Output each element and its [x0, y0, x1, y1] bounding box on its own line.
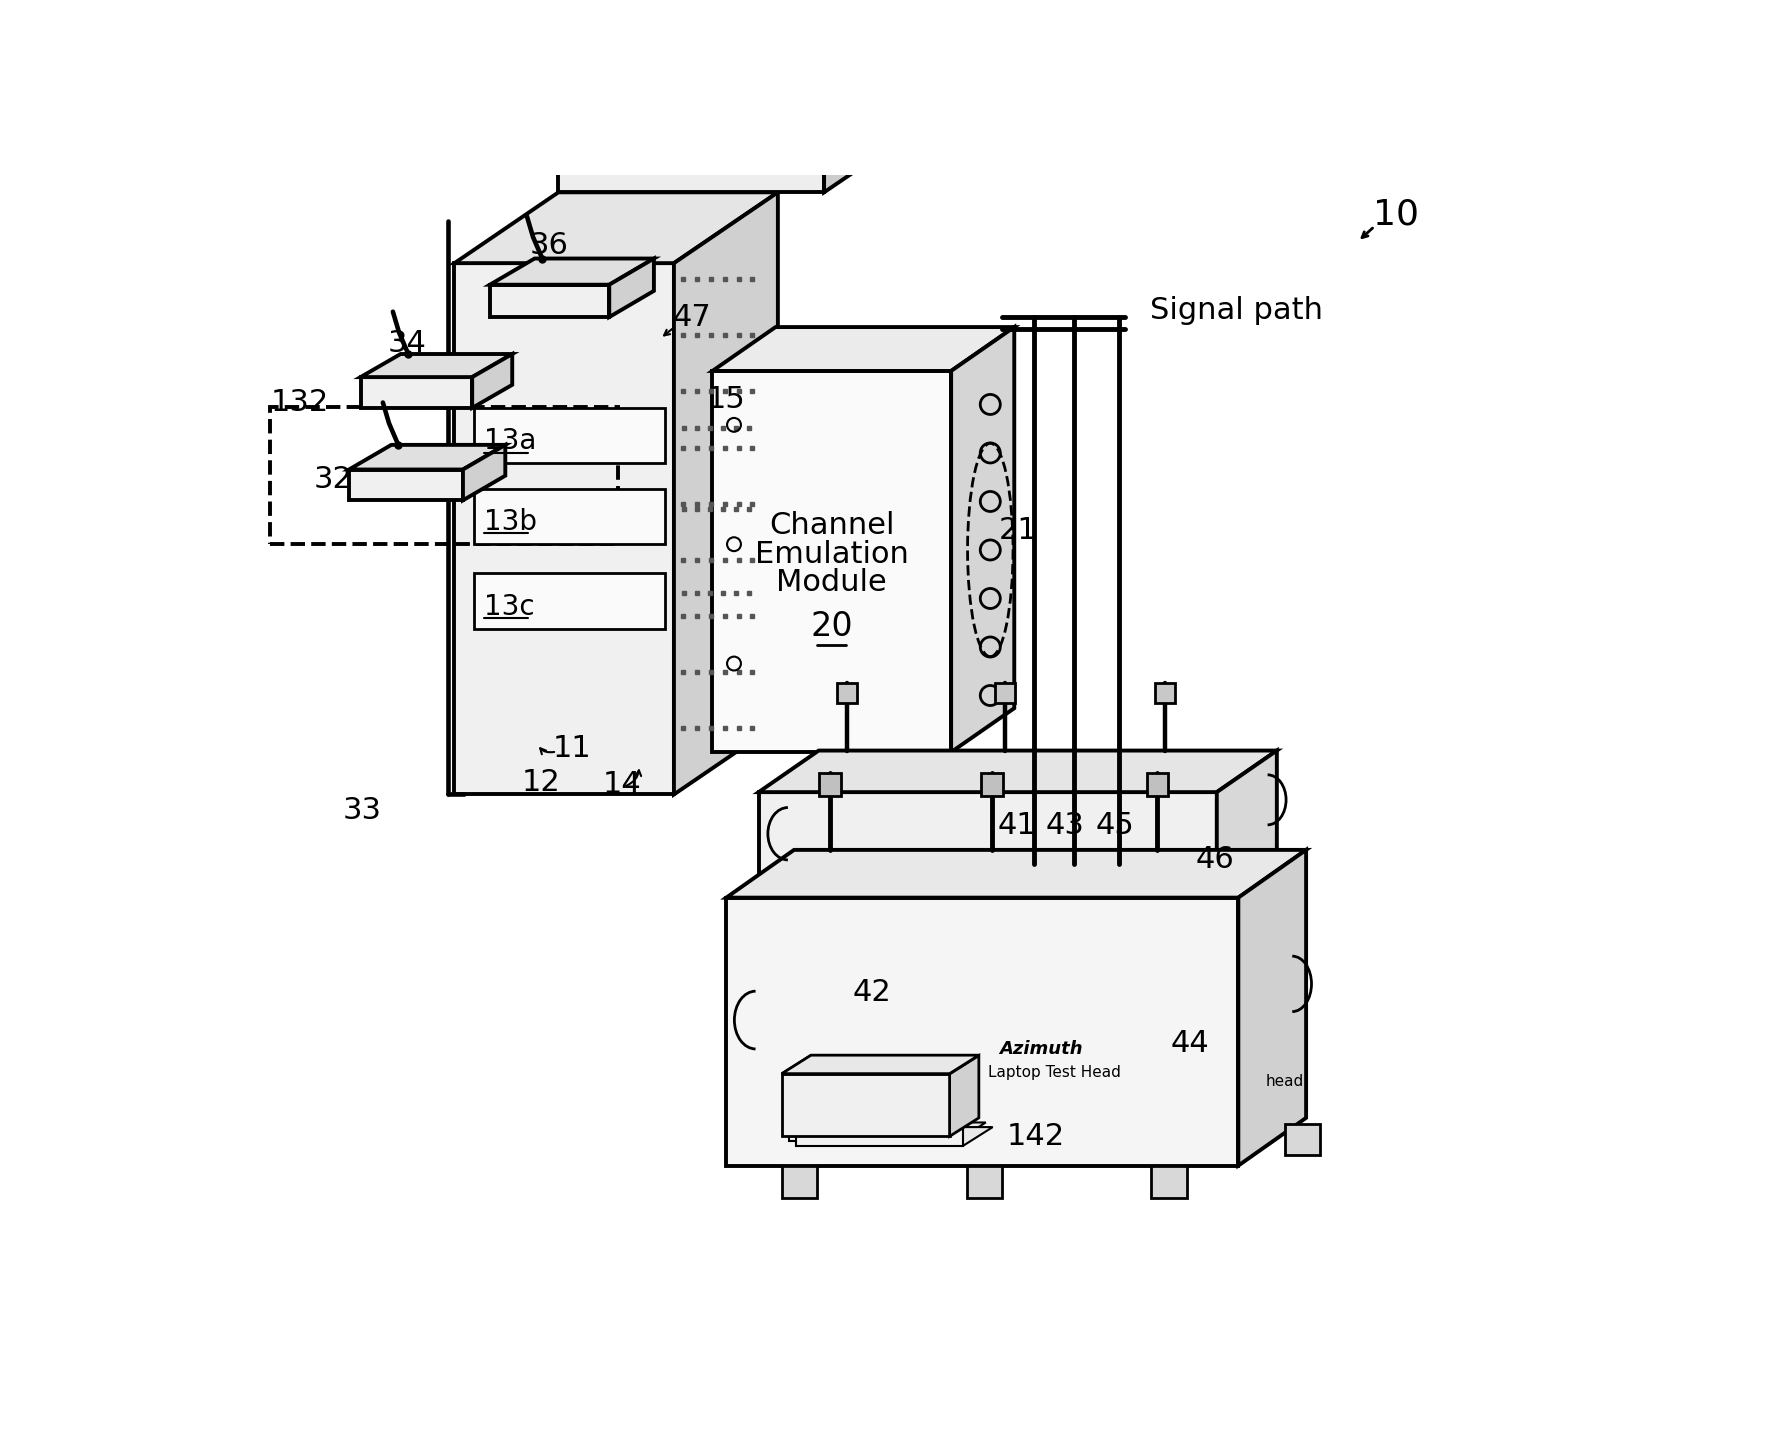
Text: 43: 43 [1044, 812, 1083, 841]
Text: 47: 47 [672, 303, 711, 332]
Polygon shape [454, 192, 777, 263]
Polygon shape [463, 445, 504, 501]
Polygon shape [490, 285, 609, 317]
Polygon shape [950, 1055, 978, 1136]
Polygon shape [980, 773, 1001, 796]
Text: 41: 41 [996, 812, 1035, 841]
Polygon shape [1238, 850, 1306, 1165]
Text: 14: 14 [602, 770, 642, 799]
Polygon shape [994, 682, 1014, 703]
Polygon shape [966, 1165, 1001, 1197]
Text: Signal path: Signal path [1149, 295, 1322, 324]
Polygon shape [781, 1165, 816, 1197]
Polygon shape [781, 1074, 950, 1136]
Text: 36: 36 [529, 231, 568, 260]
Polygon shape [674, 192, 777, 794]
Polygon shape [781, 1055, 978, 1074]
Text: 15: 15 [706, 386, 745, 413]
Polygon shape [1283, 1125, 1319, 1155]
Polygon shape [1151, 1165, 1187, 1197]
Text: 21: 21 [998, 517, 1037, 544]
Polygon shape [713, 327, 1014, 371]
Text: 13a: 13a [483, 428, 536, 455]
Text: 13b: 13b [483, 508, 536, 537]
Text: 132: 132 [271, 388, 328, 418]
Text: head: head [1265, 1074, 1304, 1088]
Text: Azimuth: Azimuth [1000, 1040, 1083, 1058]
Polygon shape [360, 354, 511, 377]
Text: Emulation: Emulation [754, 540, 909, 569]
Text: 34: 34 [387, 329, 426, 358]
Polygon shape [474, 407, 665, 463]
Polygon shape [349, 470, 463, 501]
Polygon shape [713, 371, 950, 752]
Polygon shape [490, 259, 654, 285]
Polygon shape [725, 898, 1238, 1165]
Polygon shape [558, 65, 823, 192]
Polygon shape [1146, 773, 1167, 796]
Polygon shape [788, 1122, 985, 1141]
Polygon shape [795, 1128, 993, 1145]
Text: 42: 42 [852, 978, 891, 1007]
Polygon shape [788, 1090, 955, 1141]
Text: 44: 44 [1171, 1029, 1208, 1058]
Polygon shape [474, 489, 665, 544]
Polygon shape [349, 445, 504, 470]
Polygon shape [474, 573, 665, 629]
Polygon shape [1155, 682, 1174, 703]
Polygon shape [454, 263, 674, 794]
Text: 33: 33 [342, 796, 381, 825]
Polygon shape [757, 751, 1276, 792]
Polygon shape [838, 682, 857, 703]
Polygon shape [795, 1094, 962, 1145]
Text: 11: 11 [552, 735, 590, 764]
Text: 10: 10 [1372, 198, 1418, 231]
Text: 13c: 13c [483, 594, 535, 621]
Text: Channel: Channel [768, 511, 895, 540]
Text: 46: 46 [1196, 844, 1235, 873]
Polygon shape [757, 792, 1215, 890]
Text: Module: Module [775, 569, 887, 598]
Polygon shape [950, 327, 1014, 752]
Polygon shape [823, 23, 886, 192]
Polygon shape [558, 23, 886, 65]
Polygon shape [1215, 751, 1276, 890]
Text: 142: 142 [1007, 1122, 1064, 1151]
Text: 20: 20 [811, 610, 852, 643]
Text: 45: 45 [1096, 812, 1133, 841]
Bar [269, 407, 617, 544]
Polygon shape [725, 850, 1306, 898]
Polygon shape [781, 1055, 978, 1074]
Polygon shape [820, 773, 841, 796]
Polygon shape [609, 259, 654, 317]
Text: 32: 32 [314, 466, 353, 495]
Polygon shape [472, 354, 511, 407]
Polygon shape [360, 377, 472, 407]
Text: 12: 12 [520, 768, 560, 796]
Text: Laptop Test Head: Laptop Test Head [987, 1065, 1121, 1080]
